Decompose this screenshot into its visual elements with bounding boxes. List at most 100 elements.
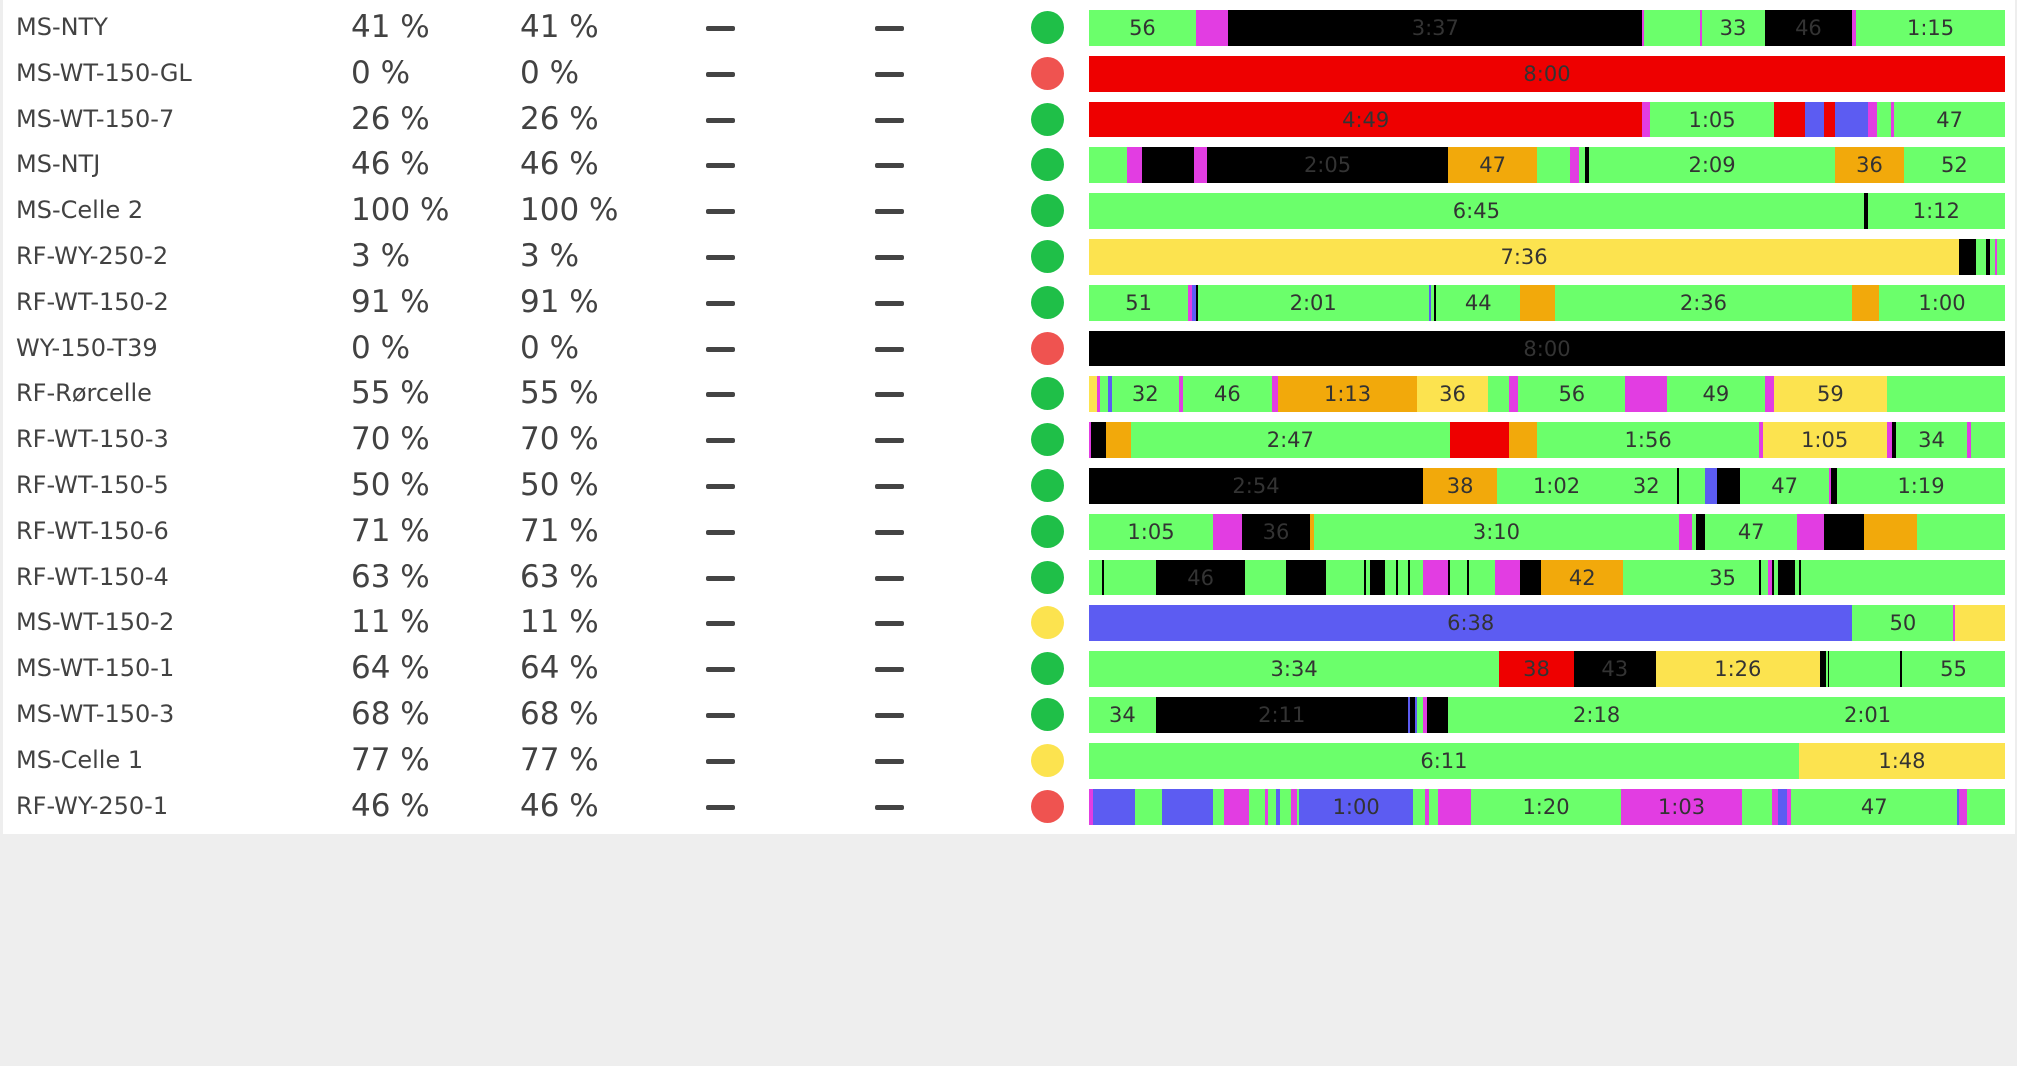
timeline-segment-off[interactable] <box>1831 468 1838 504</box>
timeline-segment-running[interactable] <box>1588 147 1836 184</box>
timeline-segment-running[interactable] <box>1730 697 2005 733</box>
timeline-segment-off[interactable] <box>1426 697 1448 733</box>
timeline-segment-idle[interactable] <box>1089 376 1097 413</box>
timeline-segment-magenta[interactable] <box>1867 101 1878 138</box>
timeline-segment-idle[interactable] <box>1417 376 1488 413</box>
timeline-segment-off[interactable] <box>1466 559 1469 596</box>
state-timeline[interactable]: 1:00 1:20 1:03 47 <box>1089 788 2005 825</box>
timeline-segment-running[interactable] <box>1447 697 1464 733</box>
timeline-segment-running[interactable] <box>1879 284 2005 321</box>
timeline-segment-running[interactable] <box>1365 559 1370 596</box>
timeline-segment-running[interactable] <box>1182 376 1273 413</box>
timeline-segment-setup[interactable] <box>1541 559 1624 596</box>
timeline-segment-running[interactable] <box>1089 284 1189 321</box>
timeline-segment-off[interactable] <box>1777 559 1796 596</box>
timeline-segment-running[interactable] <box>1989 239 1996 275</box>
timeline-segment-running[interactable] <box>1537 422 1759 459</box>
timeline-segment-running[interactable] <box>1829 651 1901 688</box>
timeline-segment-running[interactable] <box>1623 559 1687 596</box>
timeline-segment-running[interactable] <box>1398 559 1408 596</box>
timeline-segment-alarm[interactable] <box>1089 55 2005 92</box>
timeline-segment-running[interactable] <box>1837 468 2005 504</box>
state-timeline[interactable]: 2:05 47 2:09 36 52 <box>1089 147 2005 184</box>
timeline-segment-running[interactable] <box>1579 147 1586 184</box>
timeline-segment-off[interactable] <box>1396 559 1399 596</box>
machine-row[interactable]: MS-NTY 41 % 41 % 56 3:37 33 46 1:15 <box>3 0 2015 55</box>
timeline-segment-running[interactable] <box>1825 651 1828 688</box>
machine-row[interactable]: RF-WY-250-1 46 % 46 % 1:00 1:20 1:03 47 <box>3 778 2015 834</box>
timeline-segment-alarm[interactable] <box>1774 101 1805 138</box>
timeline-segment-running[interactable] <box>1297 788 1299 825</box>
timeline-segment-blue[interactable] <box>1835 101 1868 138</box>
timeline-segment-magenta[interactable] <box>1264 788 1269 825</box>
timeline-segment-running[interactable] <box>1089 651 1500 688</box>
state-timeline[interactable]: 4:49 1:05 47 <box>1089 101 2005 138</box>
timeline-segment-running[interactable] <box>1279 788 1292 825</box>
timeline-segment-magenta[interactable] <box>1642 101 1651 138</box>
timeline-segment-running[interactable] <box>1644 10 1700 46</box>
timeline-segment-running[interactable] <box>1686 559 1759 596</box>
timeline-segment-setup[interactable] <box>1852 284 1880 321</box>
timeline-segment-blue[interactable] <box>1089 605 1853 642</box>
timeline-segment-magenta[interactable] <box>1621 788 1742 825</box>
timeline-segment-alarm[interactable] <box>1499 651 1574 688</box>
timeline-segment-running[interactable] <box>1089 697 1156 733</box>
state-timeline[interactable]: 2:47 1:56 1:05 34 <box>1089 422 2005 459</box>
timeline-segment-magenta[interactable] <box>1890 101 1895 138</box>
timeline-segment-running[interactable] <box>1692 513 1696 550</box>
timeline-segment-running[interactable] <box>1089 742 1799 779</box>
timeline-segment-magenta[interactable] <box>1678 513 1693 550</box>
timeline-segment-running[interactable] <box>1917 513 2005 550</box>
timeline-segment-off[interactable] <box>1155 697 1408 733</box>
timeline-segment-blue[interactable] <box>1415 697 1418 733</box>
timeline-segment-magenta[interactable] <box>1127 147 1143 184</box>
timeline-segment-running[interactable] <box>1409 559 1423 596</box>
timeline-segment-off[interactable] <box>1863 193 1868 230</box>
timeline-segment-running[interactable] <box>1134 788 1162 825</box>
timeline-segment-magenta[interactable] <box>1188 284 1193 321</box>
timeline-segment-magenta[interactable] <box>1772 788 1778 825</box>
timeline-segment-magenta[interactable] <box>1886 422 1893 459</box>
timeline-segment-running[interactable] <box>1966 788 2005 825</box>
timeline-segment-magenta[interactable] <box>1787 788 1792 825</box>
timeline-segment-running[interactable] <box>1903 147 2005 184</box>
timeline-segment-running[interactable] <box>1800 559 2005 596</box>
timeline-segment-running[interactable] <box>1417 697 1423 733</box>
timeline-segment-off[interactable] <box>1363 559 1366 596</box>
timeline-segment-magenta[interactable] <box>1438 788 1471 825</box>
timeline-segment-magenta[interactable] <box>1213 513 1242 550</box>
timeline-segment-off[interactable] <box>1823 513 1864 550</box>
timeline-segment-magenta[interactable] <box>1852 10 1857 46</box>
timeline-segment-running[interactable] <box>1518 376 1626 413</box>
timeline-segment-running[interactable] <box>1667 376 1765 413</box>
timeline-segment-magenta[interactable] <box>1424 788 1429 825</box>
state-timeline[interactable]: 32 46 1:13 36 56 49 59 <box>1089 376 2005 413</box>
timeline-segment-running[interactable] <box>1268 788 1276 825</box>
timeline-segment-off[interactable] <box>1409 697 1416 733</box>
timeline-segment-alarm[interactable] <box>1823 101 1836 138</box>
timeline-segment-blue[interactable] <box>1428 284 1431 321</box>
timeline-segment-running[interactable] <box>1774 559 1778 596</box>
timeline-segment-off[interactable] <box>1089 468 1423 504</box>
timeline-segment-magenta[interactable] <box>1966 422 1971 459</box>
timeline-segment-magenta[interactable] <box>1959 788 1967 825</box>
timeline-segment-idle[interactable] <box>1798 742 2005 779</box>
timeline-segment-running[interactable] <box>1701 10 1765 46</box>
timeline-segment-running[interactable] <box>1615 468 1677 504</box>
timeline-segment-off[interactable] <box>1241 513 1311 550</box>
timeline-segment-running[interactable] <box>1852 605 1954 642</box>
timeline-segment-magenta[interactable] <box>1291 788 1297 825</box>
timeline-segment-running[interactable] <box>1487 376 1509 413</box>
timeline-segment-magenta[interactable] <box>1422 697 1427 733</box>
timeline-segment-alarm[interactable] <box>1089 101 1643 138</box>
timeline-segment-running[interactable] <box>1537 147 1570 184</box>
timeline-segment-magenta[interactable] <box>1768 559 1773 596</box>
timeline-segment-running[interactable] <box>1089 513 1214 550</box>
timeline-segment-off[interactable] <box>1716 468 1740 504</box>
timeline-segment-off[interactable] <box>1819 651 1826 688</box>
timeline-segment-magenta[interactable] <box>1096 376 1101 413</box>
state-timeline[interactable]: 3:34 38 43 1:26 55 <box>1089 651 2005 688</box>
state-timeline[interactable]: 56 3:37 33 46 1:15 <box>1089 10 2005 46</box>
timeline-segment-magenta[interactable] <box>1195 10 1229 46</box>
timeline-segment-blue[interactable] <box>1092 788 1135 825</box>
